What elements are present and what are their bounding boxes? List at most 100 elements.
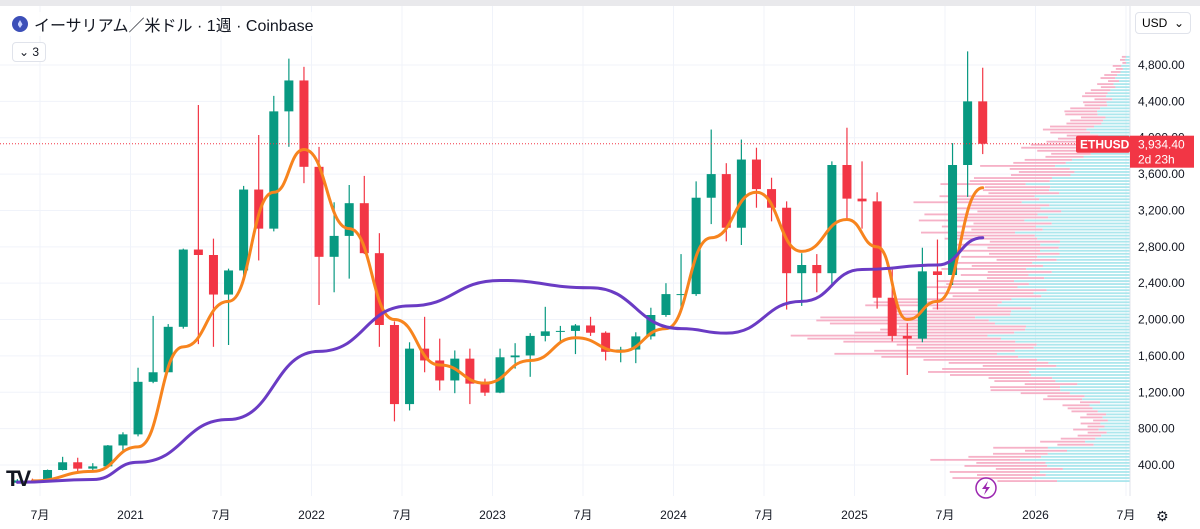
profile-bar-up bbox=[1036, 343, 1130, 346]
profile-bar-down bbox=[936, 280, 1015, 282]
profile-bar-down bbox=[982, 365, 1057, 367]
profile-bar-down bbox=[1073, 428, 1099, 431]
profile-bar-up bbox=[975, 316, 1130, 319]
profile-bar-up bbox=[1104, 425, 1130, 428]
profile-bar-up bbox=[1098, 134, 1130, 137]
profile-bar-down bbox=[916, 346, 1034, 349]
profile-bar-down bbox=[1040, 440, 1086, 443]
profile-bar-up bbox=[1010, 313, 1130, 316]
profile-bar-up bbox=[1031, 307, 1130, 310]
profile-bar-up bbox=[1041, 295, 1130, 298]
profile-bar-up bbox=[1125, 55, 1130, 58]
profile-bar-up bbox=[1014, 280, 1130, 282]
profile-bar-up bbox=[1000, 337, 1130, 340]
time-tick-label: 7月 bbox=[393, 508, 412, 522]
profile-bar-up bbox=[1025, 328, 1130, 331]
profile-bar-up bbox=[1058, 246, 1130, 249]
profile-bar-up bbox=[1074, 171, 1130, 173]
time-tick-label: 7月 bbox=[31, 508, 50, 522]
profile-bar-down bbox=[1024, 158, 1073, 161]
profile-bar-down bbox=[807, 337, 1001, 340]
candle-body bbox=[254, 189, 264, 229]
profile-bar-down bbox=[950, 249, 1041, 252]
profile-bar-up bbox=[1020, 458, 1130, 461]
profile-bar-down bbox=[1100, 86, 1116, 89]
candle-body bbox=[103, 445, 113, 467]
candle-body bbox=[73, 462, 83, 469]
currency-select[interactable]: USD ⌄ bbox=[1135, 12, 1191, 34]
profile-bar-up bbox=[1107, 92, 1130, 95]
candle-body bbox=[284, 80, 294, 112]
profile-bar-up bbox=[1035, 225, 1130, 228]
profile-bar-up bbox=[1033, 292, 1130, 295]
profile-bar-down bbox=[1024, 383, 1078, 386]
profile-bar-up bbox=[1026, 325, 1130, 328]
profile-bar-up bbox=[1100, 107, 1130, 110]
chart-title[interactable]: イーサリアム／米ドル · 1週 · Coinbase bbox=[12, 12, 314, 36]
candle-body bbox=[767, 189, 777, 208]
candle-body bbox=[208, 255, 218, 295]
last-price-value: 3,934.40 bbox=[1138, 138, 1185, 152]
profile-bar-down bbox=[997, 480, 1058, 482]
profile-bar-down bbox=[1070, 119, 1104, 122]
profile-bar-up bbox=[1049, 204, 1130, 207]
price-tick-label: 4,400.00 bbox=[1138, 94, 1185, 108]
profile-bar-down bbox=[923, 358, 1038, 361]
profile-bar-down bbox=[994, 380, 1056, 382]
indicators-toggle-button[interactable]: ⌄ 3 bbox=[12, 42, 47, 62]
profile-bar-up bbox=[1103, 119, 1130, 122]
candle-body bbox=[495, 357, 505, 393]
candle-body bbox=[721, 174, 731, 228]
profile-bar-down bbox=[1051, 152, 1091, 155]
candle-body bbox=[178, 249, 188, 327]
profile-bar-down bbox=[987, 246, 1059, 249]
tradingview-logo[interactable]: TV bbox=[6, 466, 31, 491]
profile-bar-up bbox=[1090, 131, 1130, 134]
profile-bar-up bbox=[1050, 186, 1130, 189]
profile-bar-down bbox=[1104, 74, 1118, 76]
profile-bar-up bbox=[1025, 183, 1130, 186]
profile-bar-up bbox=[1055, 380, 1130, 382]
profile-bar-up bbox=[1072, 158, 1130, 161]
profile-bar-down bbox=[920, 231, 1016, 234]
profile-bar-up bbox=[1048, 361, 1130, 364]
candle-body bbox=[269, 111, 279, 229]
profile-bar-up bbox=[1042, 228, 1130, 231]
profile-bar-down bbox=[1010, 174, 1071, 176]
symbol-title: イーサリアム／米ドル · 1週 · Coinbase bbox=[34, 18, 314, 35]
profile-bar-up bbox=[1028, 283, 1130, 286]
profile-bar-up bbox=[1036, 368, 1130, 370]
candle-body bbox=[872, 201, 882, 298]
price-tick-label: 400.00 bbox=[1138, 458, 1175, 472]
profile-bar-down bbox=[968, 204, 1050, 207]
lightning-icon[interactable] bbox=[975, 477, 997, 499]
ma-short-line bbox=[30, 148, 985, 483]
profile-bar-down bbox=[988, 192, 1060, 195]
candle-body bbox=[465, 358, 475, 384]
profile-bar-up bbox=[987, 334, 1130, 337]
settings-icon[interactable]: ⚙ bbox=[1156, 508, 1169, 524]
profile-bar-up bbox=[1113, 83, 1130, 86]
profile-bar-down bbox=[1090, 89, 1111, 92]
profile-bar-up bbox=[1052, 377, 1130, 379]
candle-body bbox=[736, 159, 746, 228]
price-tick-label: 2,000.00 bbox=[1138, 313, 1185, 327]
profile-bar-down bbox=[1080, 401, 1101, 404]
profile-bar-up bbox=[1106, 431, 1130, 434]
profile-bar-up bbox=[1082, 398, 1130, 401]
candle-body bbox=[58, 462, 68, 470]
candle-body bbox=[389, 325, 399, 405]
profile-bar-down bbox=[1112, 65, 1122, 67]
price-tick-label: 4,800.00 bbox=[1138, 58, 1185, 72]
time-tick-label: 7月 bbox=[574, 508, 593, 522]
candle-body bbox=[163, 326, 173, 373]
profile-bar-up bbox=[1085, 440, 1130, 443]
profile-bar-up bbox=[1001, 301, 1130, 304]
profile-bar-down bbox=[1060, 437, 1096, 440]
profile-bar-up bbox=[1049, 180, 1130, 182]
profile-bar-up bbox=[1057, 480, 1130, 482]
profile-bar-down bbox=[854, 331, 1015, 334]
profile-bar-down bbox=[834, 352, 997, 355]
candle-body bbox=[239, 189, 249, 271]
